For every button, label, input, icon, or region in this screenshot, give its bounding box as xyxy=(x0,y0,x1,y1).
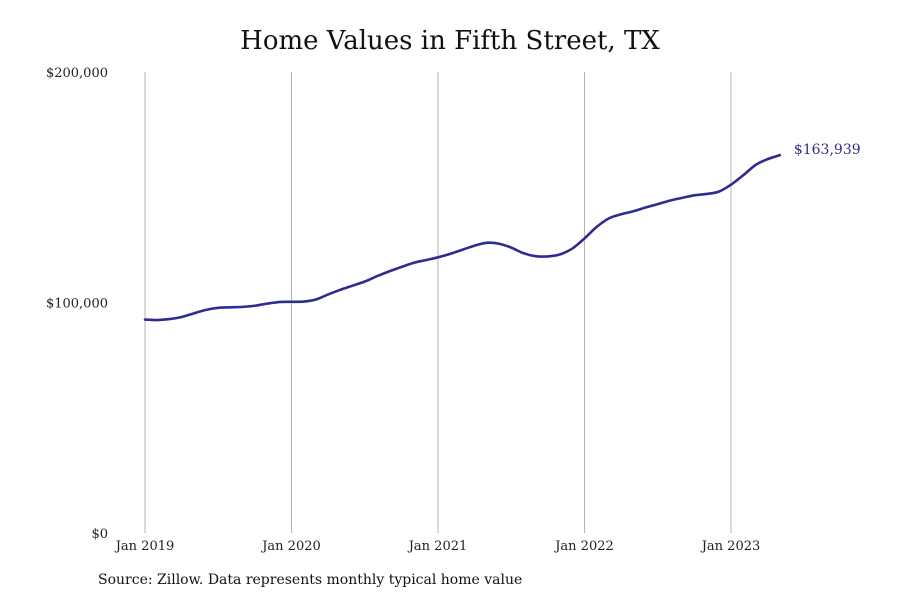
y-tick-label: $100,000 xyxy=(46,297,108,312)
end-value-label: $163,939 xyxy=(794,142,861,158)
chart-title: Home Values in Fifth Street, TX xyxy=(240,26,660,56)
source-note: Source: Zillow. Data represents monthly … xyxy=(98,572,523,588)
y-tick-label: $200,000 xyxy=(46,66,108,81)
x-tick-label: Jan 2020 xyxy=(260,539,321,554)
x-tick-label: Jan 2023 xyxy=(700,539,761,554)
x-tick-label: Jan 2021 xyxy=(407,539,468,554)
series-line xyxy=(143,153,782,322)
grid-lines xyxy=(144,72,732,533)
y-axis-ticks: $0 $100,000 $200,000 xyxy=(46,66,108,542)
y-tick-label: $0 xyxy=(91,527,108,542)
x-tick-label: Jan 2019 xyxy=(114,539,175,554)
x-tick-label: Jan 2022 xyxy=(553,539,614,554)
x-axis-ticks: Jan 2019 Jan 2020 Jan 2021 Jan 2022 Jan 2023 xyxy=(114,539,761,554)
